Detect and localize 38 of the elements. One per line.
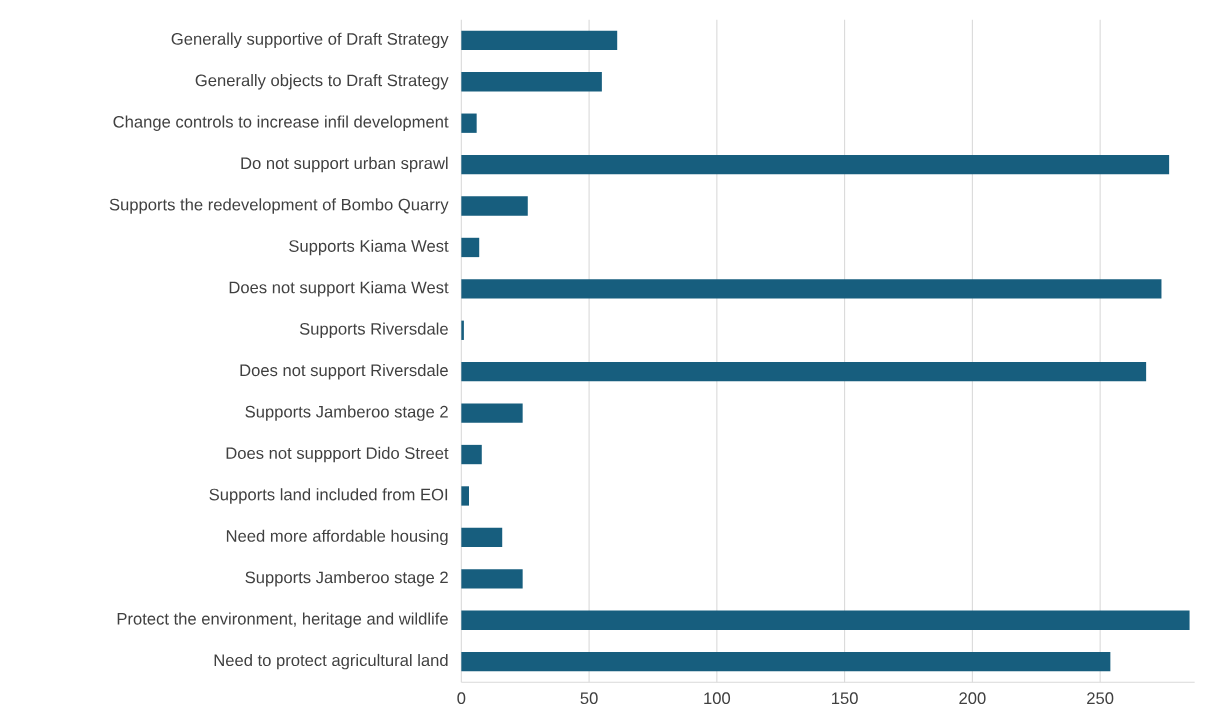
bar [461,154,1170,175]
x-tick-label: 50 [580,692,598,705]
bar [461,320,464,340]
x-tick-label: 100 [704,692,731,705]
y-tick-label: Supports Riversdale [299,322,448,339]
bar [461,196,528,216]
y-tick-label: Generally objects to Draft Strategy [195,74,449,90]
bar [461,279,1162,299]
y-tick-label: Protect the environment, heritage and wildlife [117,612,448,628]
x-tick-label: 200 [959,692,986,705]
x-tick-label: 250 [1087,692,1114,705]
y-tick-label: Supports Kiama West [289,239,449,256]
y-tick-label: Need to protect agricultural land [214,653,448,670]
bar [461,527,503,548]
x-tick-label: 150 [832,692,858,705]
x-tick-label: 0 [457,692,466,705]
bar [461,72,602,92]
y-tick-label: Do not support urban sprawl [241,156,448,173]
bar [461,569,523,589]
bar [461,362,1147,382]
bar [461,651,1111,672]
y-tick-label: Generally supportive of Draft Strategy [171,32,449,49]
bar [461,237,480,258]
y-tick-label: Change controls to increase infil development [113,115,449,131]
bar [461,403,523,423]
bar [461,486,469,506]
bar [461,113,477,133]
y-tick-label: Supports Jamberoo stage 2 [245,405,448,421]
bar [461,610,1190,630]
bar [461,444,482,465]
y-tick-label: Does not suppport Dido Street [226,446,449,463]
y-tick-label: Need more affordable housing [226,529,448,546]
bar [461,30,618,51]
y-tick-label: Supports the redevelopment of Bombo Quarry [109,198,449,214]
y-tick-label: Supports Jamberoo stage 2 [245,571,448,587]
y-tick-label: Does not support Kiama West [229,281,449,297]
y-tick-label: Supports land included from EOI [209,488,448,504]
y-tick-label: Does not support Riversdale [240,363,448,380]
